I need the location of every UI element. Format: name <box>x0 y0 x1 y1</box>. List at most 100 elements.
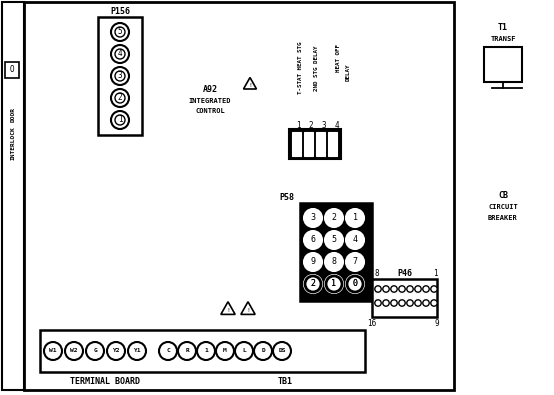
Circle shape <box>399 300 405 306</box>
Text: 2: 2 <box>310 280 315 288</box>
Text: 2ND STG DELAY: 2ND STG DELAY <box>314 45 319 91</box>
Circle shape <box>346 275 364 293</box>
Text: W2: W2 <box>70 348 78 354</box>
Text: W1: W1 <box>49 348 57 354</box>
Text: TERMINAL BOARD: TERMINAL BOARD <box>70 376 140 386</box>
Circle shape <box>111 89 129 107</box>
Circle shape <box>111 67 129 85</box>
Text: DS: DS <box>278 348 286 354</box>
Circle shape <box>107 342 125 360</box>
Text: !: ! <box>246 308 250 313</box>
Circle shape <box>304 253 322 271</box>
Text: P156: P156 <box>110 6 130 15</box>
Circle shape <box>391 286 397 292</box>
Circle shape <box>375 286 381 292</box>
Circle shape <box>431 286 437 292</box>
Text: 2: 2 <box>117 94 122 102</box>
Circle shape <box>305 276 321 292</box>
Text: HEAT OFF: HEAT OFF <box>336 44 341 72</box>
Circle shape <box>423 286 429 292</box>
Bar <box>5 62 19 78</box>
Circle shape <box>115 93 125 103</box>
Circle shape <box>235 342 253 360</box>
Circle shape <box>254 342 272 360</box>
Circle shape <box>375 300 381 306</box>
Circle shape <box>326 276 342 292</box>
Bar <box>316 132 325 156</box>
Circle shape <box>346 231 364 249</box>
Circle shape <box>407 300 413 306</box>
Bar <box>98 17 142 135</box>
Text: M: M <box>223 348 227 354</box>
Circle shape <box>273 342 291 360</box>
Text: 1: 1 <box>433 269 437 278</box>
Text: 0: 0 <box>352 280 357 288</box>
Text: C: C <box>166 348 170 354</box>
Text: 1: 1 <box>352 214 357 222</box>
Text: 3: 3 <box>117 71 122 81</box>
Text: DOOR: DOOR <box>11 107 16 122</box>
Circle shape <box>115 27 125 37</box>
Circle shape <box>415 286 421 292</box>
Text: 2: 2 <box>331 214 336 222</box>
Circle shape <box>383 300 389 306</box>
Text: 2: 2 <box>309 120 314 130</box>
Circle shape <box>65 342 83 360</box>
Text: TB1: TB1 <box>278 376 293 386</box>
Polygon shape <box>241 302 255 314</box>
Text: CB: CB <box>498 190 508 199</box>
Text: T1: T1 <box>498 23 508 32</box>
Bar <box>2 2 24 390</box>
Circle shape <box>86 342 104 360</box>
Circle shape <box>111 23 129 41</box>
Text: 8: 8 <box>375 269 379 278</box>
Circle shape <box>178 342 196 360</box>
Circle shape <box>325 253 343 271</box>
Circle shape <box>128 342 146 360</box>
Text: 4: 4 <box>117 49 122 58</box>
Text: O: O <box>9 66 14 75</box>
Circle shape <box>304 275 322 293</box>
Circle shape <box>383 286 389 292</box>
Bar <box>300 203 372 301</box>
Text: !: ! <box>226 308 230 313</box>
Circle shape <box>304 231 322 249</box>
Text: TRANSF: TRANSF <box>490 36 516 42</box>
Circle shape <box>115 71 125 81</box>
Polygon shape <box>221 302 235 314</box>
Text: 1: 1 <box>331 280 336 288</box>
Text: 9: 9 <box>435 318 439 327</box>
Circle shape <box>197 342 215 360</box>
Text: CIRCUIT: CIRCUIT <box>488 204 518 210</box>
Circle shape <box>391 300 397 306</box>
Text: 5: 5 <box>117 28 122 36</box>
Circle shape <box>325 209 343 227</box>
Text: 16: 16 <box>367 318 377 327</box>
Text: P58: P58 <box>280 192 295 201</box>
Circle shape <box>115 115 125 125</box>
Circle shape <box>407 286 413 292</box>
Circle shape <box>44 342 62 360</box>
Text: 7: 7 <box>352 258 357 267</box>
Text: 8: 8 <box>331 258 336 267</box>
Text: 4: 4 <box>352 235 357 245</box>
Text: 0: 0 <box>352 280 357 288</box>
Bar <box>484 47 522 82</box>
Circle shape <box>216 342 234 360</box>
Circle shape <box>115 49 125 59</box>
Circle shape <box>415 300 421 306</box>
Text: 4: 4 <box>335 120 339 130</box>
Text: A92: A92 <box>203 85 218 94</box>
Text: 1: 1 <box>117 115 122 124</box>
Text: 1: 1 <box>204 348 208 354</box>
Circle shape <box>399 286 405 292</box>
Text: 3: 3 <box>310 214 315 222</box>
Circle shape <box>325 275 343 293</box>
Circle shape <box>111 45 129 63</box>
Polygon shape <box>244 77 257 89</box>
Text: 5: 5 <box>331 235 336 245</box>
Circle shape <box>431 300 437 306</box>
Text: G: G <box>93 348 97 354</box>
Text: R: R <box>185 348 189 354</box>
Text: 1: 1 <box>296 120 300 130</box>
